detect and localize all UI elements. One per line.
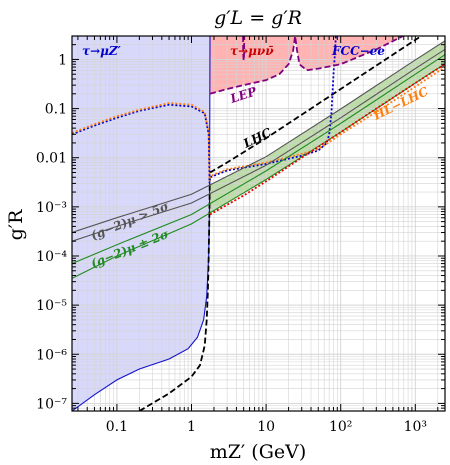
annotation-label: FCC−ee	[331, 44, 385, 58]
series-g2-2sigma-upper	[72, 54, 445, 265]
x-tick-label: 10	[257, 419, 275, 435]
chart-title: g′L = g′R	[214, 7, 302, 29]
y-tick-label: 10⁻⁶	[36, 347, 67, 363]
x-tick-label: 0.1	[106, 419, 128, 435]
series-lines	[72, 36, 445, 411]
x-tick-label: 10³	[404, 419, 427, 435]
y-tick-label: 10⁻⁵	[36, 298, 67, 314]
series-fcc-ee	[72, 36, 337, 184]
gridlines	[72, 36, 445, 411]
y-tick-label: 10⁻³	[36, 200, 67, 216]
region-tau-mu-nu-nu	[210, 36, 243, 94]
x-tick-label: 10²	[329, 419, 352, 435]
series-tau-mu-nu-nu	[242, 36, 246, 61]
region-lep	[210, 36, 404, 94]
y-tick-label: 0.1	[45, 102, 67, 118]
series-lep	[209, 36, 406, 95]
series-g2-5sigma-upper	[72, 40, 445, 234]
series-red-dotted	[209, 63, 445, 216]
series-hl-lhc	[72, 66, 445, 182]
y-tick-label: 10⁻⁴	[36, 249, 67, 265]
x-tick-label: 1	[187, 419, 196, 435]
y-tick-label: 0.01	[36, 151, 67, 167]
annotation-label: τ→μνν̄	[230, 44, 274, 58]
x-axis-label: mZ′ (GeV)	[210, 441, 307, 463]
series-g2-5sigma-lower	[72, 48, 445, 242]
tick-labels: 0.1 1 10 10² 10³ 10⁻⁷ 10⁻⁶ 10⁻⁵ 10⁻⁴ 10⁻³ 0.01 0.1 1	[36, 52, 427, 435]
region-tau-mu-zprime	[72, 36, 210, 411]
series-g2-2sigma-lower	[72, 63, 445, 279]
y-tick-label: 1	[58, 52, 67, 68]
y-axis-label: g′R	[5, 209, 27, 240]
axis-ticks	[72, 35, 445, 412]
series-lhc	[138, 36, 424, 411]
annotation-label: τ→μZ′	[82, 44, 122, 58]
y-tick-label: 10⁻⁷	[36, 396, 67, 412]
